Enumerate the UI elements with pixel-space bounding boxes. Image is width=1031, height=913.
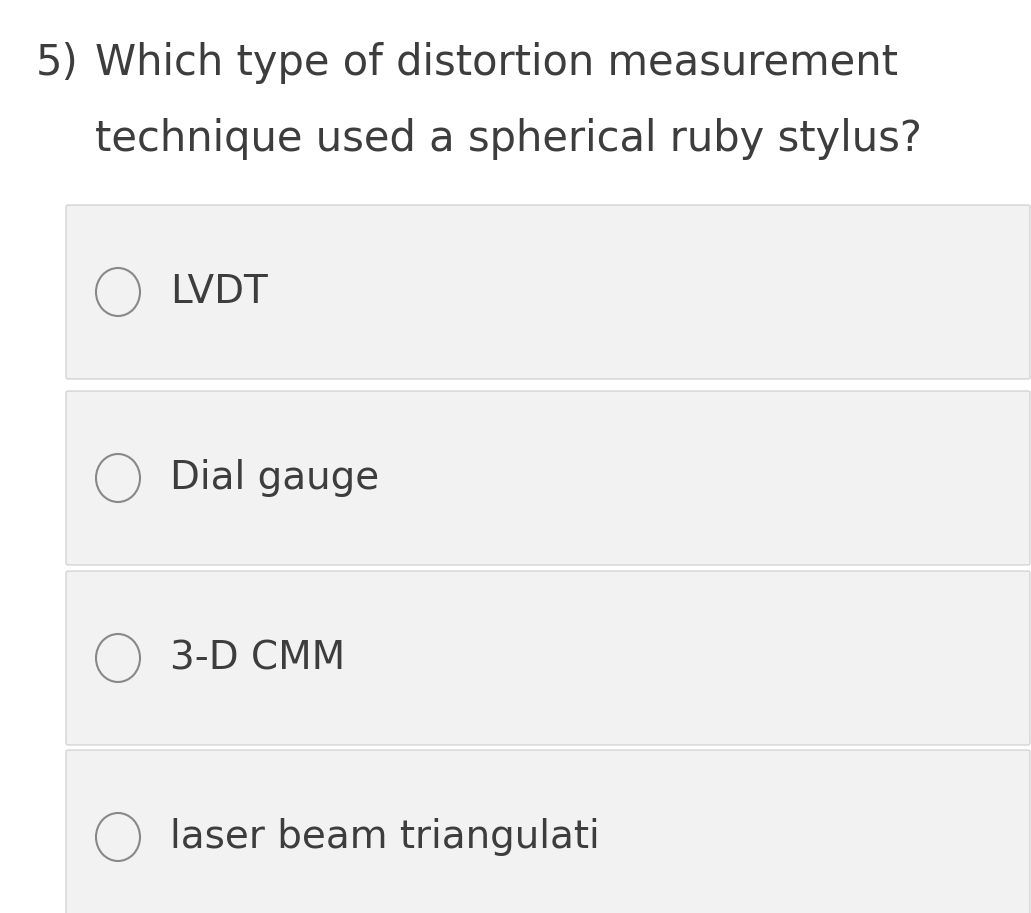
Text: Which type of distortion measurement: Which type of distortion measurement [95,42,898,84]
FancyBboxPatch shape [66,571,1030,745]
Ellipse shape [96,813,140,861]
Text: LVDT: LVDT [170,273,268,311]
Ellipse shape [96,268,140,316]
Ellipse shape [96,454,140,502]
FancyBboxPatch shape [66,750,1030,913]
FancyBboxPatch shape [66,205,1030,379]
Text: 3-D CMM: 3-D CMM [170,639,345,677]
Text: Dial gauge: Dial gauge [170,459,379,497]
Ellipse shape [96,634,140,682]
Text: laser beam triangulati: laser beam triangulati [170,818,600,856]
Text: 5): 5) [36,42,78,84]
FancyBboxPatch shape [66,391,1030,565]
Text: technique used a spherical ruby stylus?: technique used a spherical ruby stylus? [95,118,922,160]
